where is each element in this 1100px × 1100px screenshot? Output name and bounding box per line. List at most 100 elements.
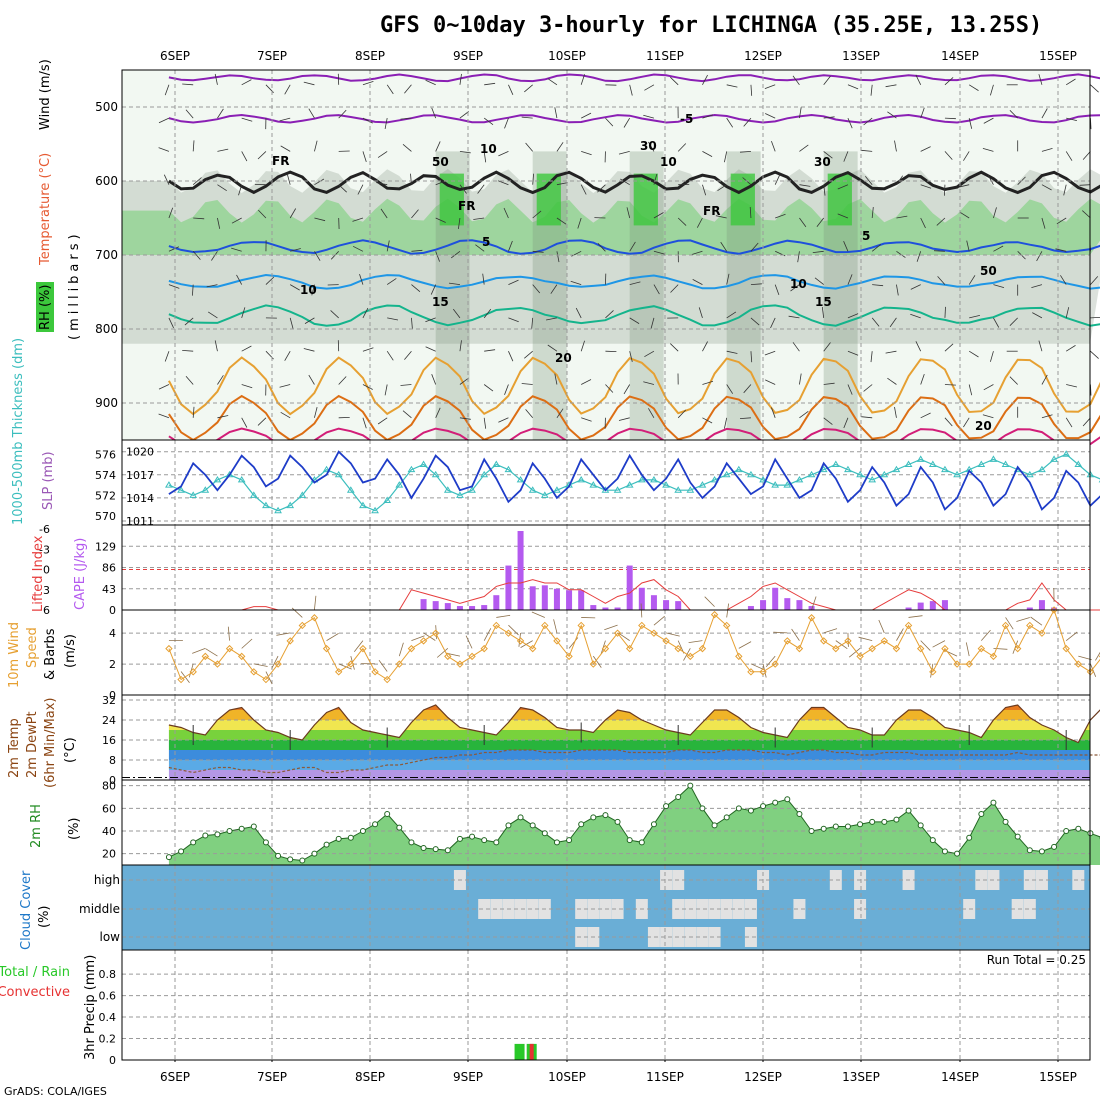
wind-barb xyxy=(386,84,394,95)
thickness-point xyxy=(613,486,622,493)
wind-label-line1: 10m Wind xyxy=(7,622,22,688)
wind-speed-point xyxy=(577,621,585,630)
rh-point xyxy=(553,839,560,846)
wind-barb xyxy=(448,282,460,285)
bottom-date-label: 8SEP xyxy=(355,1070,385,1084)
bottom-date-label: 9SEP xyxy=(453,1070,483,1084)
wind-barb xyxy=(402,143,412,152)
wind-barb xyxy=(944,77,954,86)
wind-barb xyxy=(823,75,831,86)
wind-barb xyxy=(473,217,485,220)
wind-barb xyxy=(692,279,703,285)
wind-barb xyxy=(774,284,780,296)
cape-bar xyxy=(590,605,597,610)
wind-speed-point xyxy=(177,675,185,684)
wind-barb xyxy=(308,374,315,385)
temperature-band xyxy=(168,760,1090,770)
cape-bar xyxy=(602,607,609,610)
thickness-point xyxy=(844,465,852,473)
wind-barb xyxy=(764,84,776,89)
wind-barb xyxy=(402,410,412,419)
wind-speed-point xyxy=(638,621,646,630)
cape-bar xyxy=(553,588,560,610)
wind-speed-point xyxy=(807,614,816,622)
credit-label: GrADS: COLA/IGES xyxy=(4,1085,107,1098)
wind-barb xyxy=(887,111,897,119)
wind-speed-point xyxy=(832,644,840,653)
wind-barb xyxy=(326,633,339,641)
wind-barb xyxy=(618,151,630,155)
wind-barb xyxy=(314,407,318,418)
wind-barb xyxy=(1090,350,1099,359)
rh-point xyxy=(905,807,912,814)
wind-barb xyxy=(797,251,800,263)
wind-speed-point xyxy=(347,660,355,668)
wind-barb xyxy=(452,308,461,319)
wind-barb xyxy=(184,317,194,326)
rh-point xyxy=(1038,848,1045,855)
precip-total-label: Total / Rain xyxy=(0,965,70,980)
wind-barb xyxy=(968,275,976,285)
thickness-point xyxy=(468,486,476,493)
rh-point xyxy=(444,847,451,854)
precip-panel-ylabel: 3hr Precip (mm) xyxy=(83,955,98,1060)
wind-speed-point xyxy=(698,644,707,653)
cape-bar xyxy=(432,601,439,610)
cape-bar xyxy=(578,590,585,610)
wind-barb xyxy=(958,184,970,188)
wind-barb xyxy=(192,406,195,418)
wind-barb xyxy=(915,74,922,85)
wind-barb xyxy=(861,149,873,152)
thickness-point xyxy=(904,460,913,468)
thickness-point xyxy=(1050,455,1058,462)
minmax-label: (6hr Min/Max) xyxy=(43,698,58,788)
wind-barb xyxy=(702,151,713,157)
wind-speed-point xyxy=(735,652,743,661)
wind-barb xyxy=(937,276,946,285)
temp-tick-label: 24 xyxy=(102,714,116,727)
thickness-point xyxy=(662,481,670,488)
wind-barb xyxy=(1041,217,1046,229)
thickness-point xyxy=(892,465,901,473)
wind-barb xyxy=(799,410,809,419)
rh-point xyxy=(262,839,269,846)
wind-barb xyxy=(792,75,800,86)
wind-barb xyxy=(702,184,707,196)
wind-barb xyxy=(231,217,242,224)
wind-barb xyxy=(411,209,419,219)
wind-barb xyxy=(765,113,776,119)
wind-barb xyxy=(362,151,367,163)
wind-barb xyxy=(483,417,487,429)
rh-point xyxy=(214,831,221,838)
wind-barb xyxy=(847,350,859,356)
rh-point xyxy=(1075,825,1082,832)
wind-speed-line xyxy=(168,608,1100,681)
wind-barb xyxy=(206,284,218,288)
thickness-point xyxy=(492,460,501,468)
wind-barb xyxy=(376,182,388,186)
rh2m-label: 2m RH xyxy=(29,804,44,848)
wind-barb xyxy=(289,317,294,329)
top-date-label: 13SEP xyxy=(842,49,880,63)
slp-tick-label: 1020 xyxy=(126,446,154,459)
wind-barb xyxy=(629,317,640,324)
rh-point xyxy=(747,807,754,814)
wind-barb xyxy=(431,374,437,385)
wind-barb xyxy=(749,206,752,219)
wind-barb xyxy=(265,671,273,685)
cape-bar xyxy=(796,600,803,610)
wind-barb xyxy=(1012,640,1019,654)
wind-barb xyxy=(284,350,291,361)
wind-barb xyxy=(861,416,873,419)
wind-barb xyxy=(896,628,904,641)
wind-barb xyxy=(554,373,558,385)
wind-barb xyxy=(629,281,641,285)
thickness-axis-label: 1000-500mb Thickness (dm) xyxy=(11,338,26,525)
slp-panel-background xyxy=(122,440,1090,525)
wind-barb xyxy=(981,629,991,641)
wind-speed-point xyxy=(977,644,986,653)
wind-speed-point xyxy=(795,644,804,653)
wind-barb xyxy=(580,340,585,352)
wind-barb xyxy=(848,648,861,658)
rh-point xyxy=(493,839,500,846)
